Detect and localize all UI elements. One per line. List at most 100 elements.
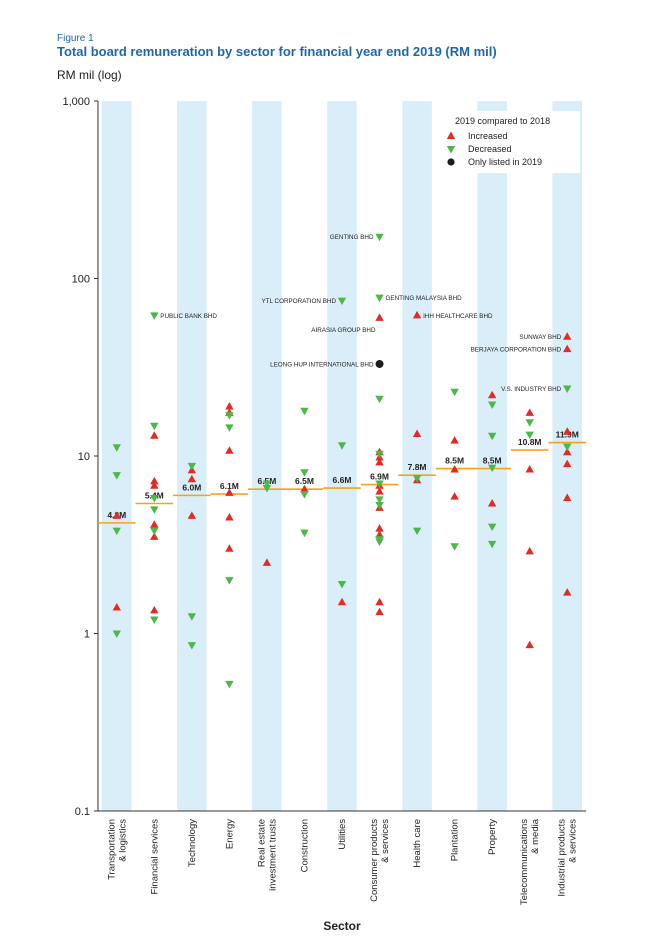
decreased-point: [563, 385, 572, 394]
decreased-point: [150, 422, 159, 431]
increased-point: [150, 431, 159, 439]
decreased-point: [450, 388, 459, 397]
decreased-point: [150, 527, 159, 536]
y-tick-label: 0.1: [75, 806, 90, 818]
median-label: 6.9M: [370, 472, 389, 482]
sector-band: [477, 101, 507, 811]
legend-increased-marker: [446, 131, 456, 139]
increased-point: [450, 492, 459, 500]
increased-point: [150, 481, 159, 489]
median-label: 10.8M: [518, 437, 542, 447]
decreased-point: [375, 538, 384, 546]
decreased-point: [112, 472, 121, 480]
increased-point: [225, 488, 234, 496]
decreased-point: [187, 642, 197, 650]
decreased-point: [300, 491, 309, 499]
median-label: 7.8M: [408, 462, 427, 472]
increased-point: [525, 546, 534, 555]
decreased-point: [487, 540, 497, 549]
x-category-label: Consumer products: [369, 819, 380, 902]
y-tick-label: 1: [84, 629, 90, 641]
decreased-point: [412, 527, 422, 536]
increased-point: [112, 511, 121, 519]
decreased-point: [450, 543, 459, 551]
company-annotation: BERJAYA CORPORATION BHD: [471, 347, 562, 354]
company-annotation: V.S. INDUSTRY BHD: [501, 386, 562, 393]
y-axis-label: RM mil (log): [57, 68, 122, 82]
decreased-point: [300, 529, 309, 538]
increased-point: [487, 390, 497, 399]
decreased-point: [150, 506, 159, 514]
decreased-point: [225, 412, 234, 420]
increased-point: [563, 493, 572, 501]
decreased-point: [487, 432, 497, 441]
increased-point: [150, 476, 159, 485]
company-annotation: SUNWAY BHD: [519, 334, 561, 341]
sector-band: [102, 101, 132, 811]
increased-point: [525, 408, 534, 416]
company-annotation: GENTING BHD: [330, 234, 374, 241]
x-category-label: Health care: [412, 819, 423, 868]
decreased-point: [225, 680, 234, 689]
decreased-point: [300, 469, 309, 477]
company-annotation: GENTING MALAYSIA BHD: [386, 295, 463, 302]
increased-point: [563, 344, 572, 353]
decreased-point: [225, 424, 234, 432]
legend-decreased-marker: [446, 146, 456, 154]
increased-point: [150, 532, 159, 540]
decreased-point: [525, 419, 534, 427]
decreased-point: [262, 480, 272, 488]
increased-point: [262, 558, 272, 566]
legend-entry-label: Increased: [468, 131, 508, 141]
company-annotation: AIRASIA GROUP BHD: [311, 327, 376, 334]
decreased-point: [150, 312, 159, 320]
x-category-label: & services: [380, 819, 391, 863]
legend-entry-label: Only listed in 2019: [468, 157, 542, 167]
decreased-point: [487, 523, 497, 532]
decreased-point: [187, 613, 197, 621]
company-annotation: YTL CORPORATION BHD: [261, 298, 336, 305]
legend-box: [438, 111, 580, 173]
x-category-label: Technology: [187, 819, 198, 867]
increased-point: [337, 597, 347, 606]
increased-point: [375, 487, 384, 495]
increased-point: [450, 464, 459, 473]
increased-point: [525, 464, 534, 473]
decreased-point: [300, 407, 309, 416]
sector-band: [552, 101, 582, 811]
chart-title: Total board remuneration by sector for f…: [57, 44, 497, 59]
x-category-label: Financial services: [149, 819, 160, 895]
x-category-label: Utilities: [337, 819, 348, 850]
increased-point: [187, 474, 197, 483]
increased-point: [487, 499, 497, 507]
x-category-label: Industrial products: [557, 819, 568, 897]
decreased-point: [112, 527, 121, 536]
figure-label: Figure 1: [57, 33, 94, 44]
decreased-point: [187, 462, 197, 471]
decreased-point: [337, 297, 347, 306]
increased-point: [225, 544, 234, 552]
median-label: 6.6M: [333, 475, 352, 485]
x-category-label: & logistics: [117, 819, 128, 862]
x-category-label: Plantation: [450, 819, 461, 861]
x-category-label: Property: [487, 819, 498, 855]
legend-entry-label: Decreased: [468, 144, 512, 154]
increased-point: [375, 597, 384, 606]
decreased-point: [150, 616, 159, 624]
increased-point: [300, 484, 309, 493]
increased-point: [563, 447, 572, 456]
increased-point: [563, 459, 572, 468]
y-tick-label: 100: [72, 274, 90, 286]
decreased-point: [563, 443, 572, 452]
sector-band: [402, 101, 432, 811]
only-2019-point: [375, 359, 384, 368]
x-axis-title: Sector: [323, 919, 361, 933]
y-tick-label: 10: [78, 451, 90, 463]
x-category-label: & media: [530, 818, 541, 854]
median-label: 6.1M: [220, 481, 239, 491]
x-category-label: Transportation: [106, 819, 117, 880]
x-category-label: Energy: [224, 819, 235, 849]
decreased-point: [225, 577, 234, 585]
decreased-point: [487, 464, 497, 473]
